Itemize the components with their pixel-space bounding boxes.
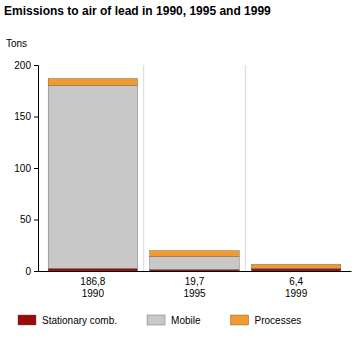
legend-item: Stationary comb. [18,315,117,326]
tick-label: 50 [20,214,32,225]
tick: 19,71995 [183,271,206,299]
tick-label: 100 [14,163,31,174]
y-axis-title: Tons [6,38,27,49]
legend-label: Stationary comb. [42,315,117,326]
bar-segment [48,79,137,86]
tick-mark [34,220,38,221]
legend: Stationary comb. Mobile Processes [18,315,301,326]
tick: 50 [20,214,38,225]
total-label: 186,8 [80,276,105,287]
legend-swatch [147,315,165,325]
y-axis: 0 50 100 150 200 [14,60,38,277]
tick: 200 [14,60,38,71]
legend-item: Mobile [147,315,201,326]
tick: 100 [14,163,38,174]
bar-segment [150,257,239,270]
tick-mark [34,65,38,66]
bar-segment [150,269,239,271]
tick-label: 200 [14,60,31,71]
chart: Emissions to air of lead in 1990, 1995 a… [0,0,361,344]
legend-swatch [231,315,249,325]
tick-label: 6,41999 [285,276,308,299]
bar-segment [251,269,340,271]
tick-mark [34,117,38,118]
total-label: 6,4 [289,276,303,287]
bar-segment [48,86,137,269]
bar-segment [150,251,239,257]
bars [48,79,341,271]
tick-label: 0 [25,266,31,277]
tick: 186,81990 [80,271,105,299]
legend-label: Mobile [171,315,201,326]
legend-item: Processes [231,315,302,326]
x-axis-line [39,271,352,272]
total-label: 19,7 [185,276,205,287]
legend-label: Processes [255,315,302,326]
category-label: 1999 [285,288,308,299]
separator [143,65,144,271]
tick: 6,41999 [285,271,308,299]
tick-label: 186,81990 [80,276,105,299]
title: Emissions to air of lead in 1990, 1995 a… [4,4,271,18]
tick-label: 19,71995 [183,276,206,299]
bar-segment [48,268,137,271]
y-axis-line [34,66,39,272]
tick-mark [34,271,38,272]
bar-segment [251,264,340,268]
tick-mark [34,168,38,169]
tick: 150 [14,111,38,122]
legend-swatch [18,315,36,325]
category-label: 1995 [183,288,206,299]
separator [245,65,246,271]
x-axis: 186,81990 19,71995 6,41999 [39,271,352,299]
plot: 0 50 100 150 200 186,81990 19,71995 6,41999 [14,60,351,299]
category-label: 1990 [82,288,105,299]
tick-label: 150 [14,111,31,122]
tick: 0 [25,266,38,277]
